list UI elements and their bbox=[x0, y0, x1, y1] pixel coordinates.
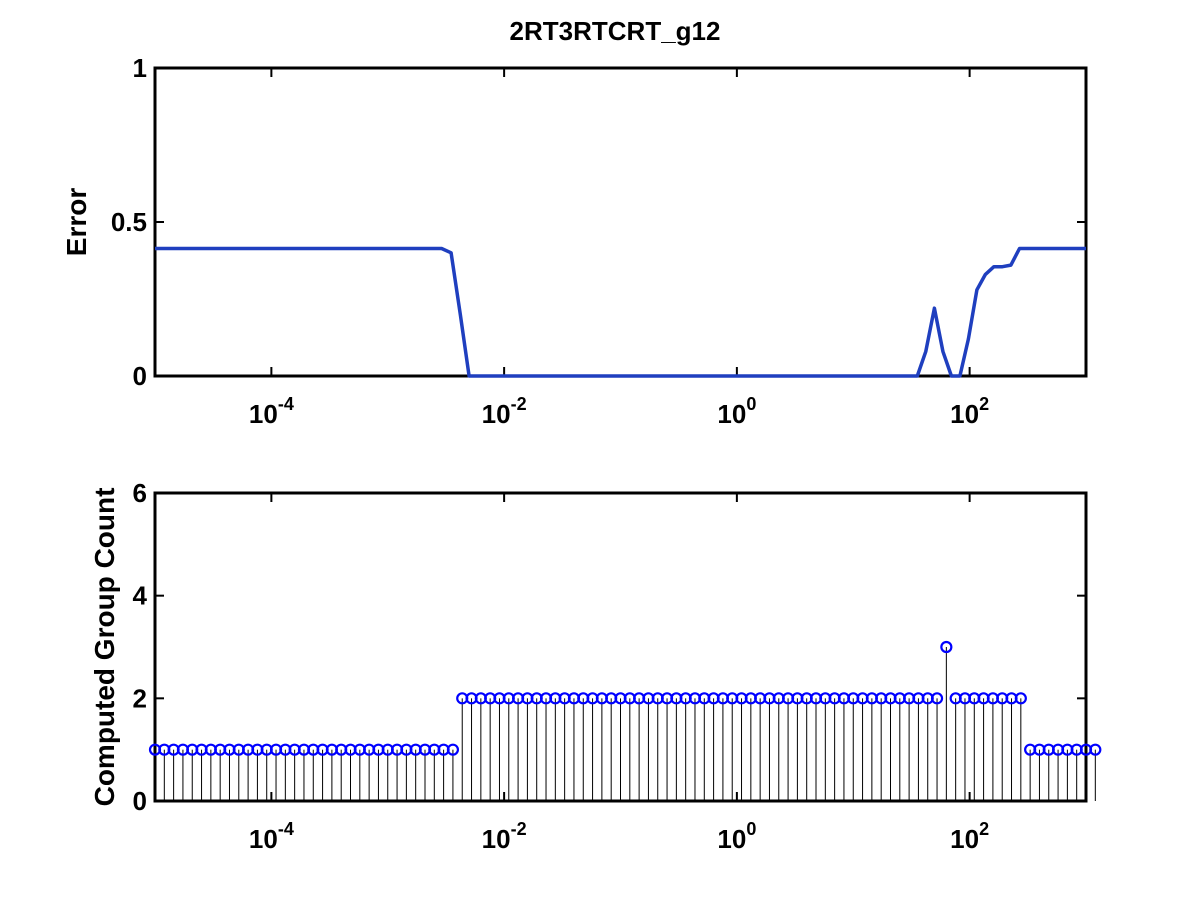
group-count-plot-panel: 0 2 4 6 10-4 10-2 100 102 Computed Group Count bbox=[89, 478, 1102, 854]
y-tick-label: 0 bbox=[133, 361, 147, 391]
x-tick-label: 100 bbox=[717, 819, 756, 854]
x-tick-label: 10-4 bbox=[249, 394, 294, 429]
y-tick-label: 1 bbox=[133, 53, 147, 83]
error-plot-data bbox=[155, 246, 1086, 378]
y-tick-label: 6 bbox=[133, 478, 147, 508]
y-tick-label: 0 bbox=[133, 786, 147, 816]
chart-title: 2RT3RTCRT_g12 bbox=[510, 16, 721, 46]
x-tick-label: 10-2 bbox=[482, 819, 527, 854]
error-plot-x-ticks: 10-4 10-2 100 102 bbox=[249, 68, 989, 429]
x-tick-label: 102 bbox=[950, 394, 989, 429]
stem-marker bbox=[446, 743, 460, 756]
error-plot-y-ticks: 00.51 bbox=[111, 53, 1086, 391]
stem-marker bbox=[930, 692, 944, 705]
error-series-line bbox=[155, 246, 1086, 378]
stem-marker bbox=[1014, 692, 1027, 705]
x-tick-label: 100 bbox=[717, 394, 756, 429]
y-tick-label: 2 bbox=[133, 683, 147, 713]
y-tick-label: 4 bbox=[133, 581, 148, 611]
x-tick-label: 10-4 bbox=[249, 819, 294, 854]
group-count-plot-y-axis-label: Computed Group Count bbox=[89, 488, 120, 807]
group-count-plot-y-ticks: 0 2 4 6 bbox=[133, 478, 1086, 816]
error-plot-panel: 00.51 10-4 10-2 100 102 Error bbox=[61, 53, 1088, 429]
group-count-plot-x-ticks: 10-4 10-2 100 102 bbox=[249, 493, 989, 854]
group-count-plot-data bbox=[148, 640, 1102, 801]
stem-marker bbox=[940, 640, 953, 654]
x-tick-label: 102 bbox=[950, 819, 989, 854]
error-plot-y-axis-label: Error bbox=[61, 188, 92, 257]
x-tick-label: 10-2 bbox=[482, 394, 527, 429]
y-tick-label: 0.5 bbox=[111, 207, 147, 237]
error-plot-axes-box bbox=[153, 66, 1088, 378]
stem-marker bbox=[1089, 743, 1102, 756]
